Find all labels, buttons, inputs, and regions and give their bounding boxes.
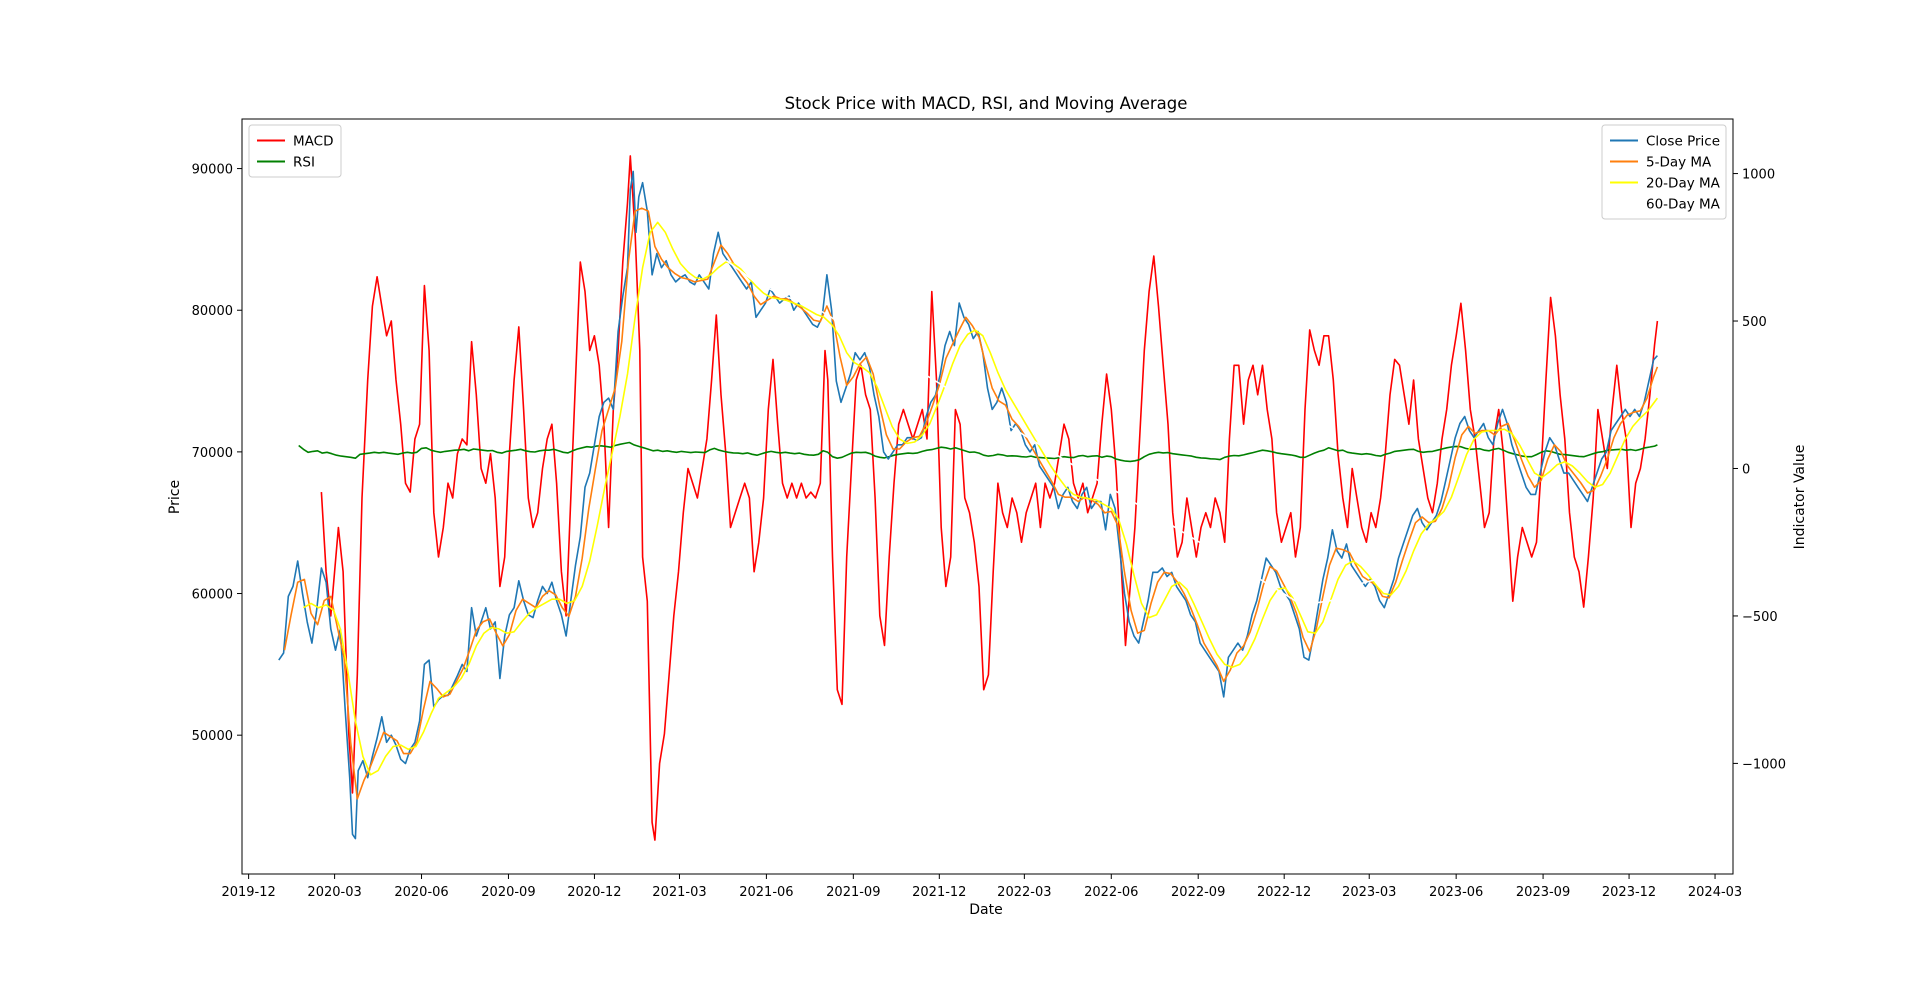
x-tick-label: 2024-03 — [1688, 885, 1742, 900]
y-axis-right: −1000 −500 0 500 1000 — [1733, 168, 1786, 772]
legend-label-60-day-ma: 60-Day MA — [1646, 197, 1721, 213]
series-line-macd — [320, 155, 1659, 841]
y-axis-left: 50000 60000 70000 80000 90000 — [192, 163, 242, 744]
legend-label-rsi: RSI — [293, 155, 315, 171]
y-right-tick-label: 1000 — [1742, 168, 1775, 183]
legend-label-close-price: Close Price — [1646, 134, 1720, 150]
x-tick-label: 2022-12 — [1257, 885, 1311, 900]
legend-left: MACD RSI — [248, 124, 342, 178]
x-tick-label: 2022-09 — [1171, 885, 1225, 900]
y-left-tick-label: 90000 — [192, 163, 233, 178]
y-left-tick-label: 60000 — [192, 588, 233, 603]
legend-right: Close Price 5-Day MA 20-Day MA 60-Day MA — [1601, 124, 1727, 220]
x-tick-label: 2020-09 — [481, 885, 535, 900]
plot-frame — [241, 118, 1734, 875]
x-tick-label: 2020-06 — [394, 885, 448, 900]
legend-label-5-day-ma: 5-Day MA — [1646, 155, 1712, 171]
x-tick-label: 2021-03 — [652, 885, 706, 900]
legend-label-20-day-ma: 20-Day MA — [1646, 176, 1721, 192]
x-tick-label: 2021-06 — [739, 885, 793, 900]
x-tick-label: 2023-12 — [1602, 885, 1656, 900]
series-line-20-day-ma — [303, 221, 1659, 776]
x-tick-label: 2021-12 — [912, 885, 966, 900]
x-tick-label: 2022-06 — [1084, 885, 1138, 900]
legend-label-macd: MACD — [293, 134, 333, 150]
x-tick-label: 2023-03 — [1342, 885, 1396, 900]
legend-box — [1601, 124, 1727, 220]
x-axis-label: Date — [969, 902, 1002, 918]
x-tick-label: 2020-03 — [307, 885, 361, 900]
y-left-tick-label: 70000 — [192, 446, 233, 461]
legend-box — [248, 124, 342, 178]
x-tick-label: 2019-12 — [221, 885, 275, 900]
x-tick-label: 2022-03 — [997, 885, 1051, 900]
series-line-60-day-ma — [726, 260, 1388, 606]
x-tick-label: 2023-06 — [1429, 885, 1483, 900]
y-left-tick-label: 80000 — [192, 304, 233, 319]
y-axis-right-label: Indicator Value — [1792, 445, 1808, 550]
series-line-rsi — [298, 441, 1658, 463]
chart-title: Stock Price with MACD, RSI, and Moving A… — [785, 94, 1188, 113]
y-right-tick-label: −500 — [1742, 610, 1778, 625]
y-right-tick-label: 0 — [1742, 462, 1750, 477]
y-right-tick-label: 500 — [1742, 315, 1767, 330]
y-axis-left-label: Price — [167, 480, 183, 514]
x-tick-label: 2021-09 — [826, 885, 880, 900]
x-tick-label: 2020-12 — [567, 885, 621, 900]
y-right-tick-label: −1000 — [1742, 757, 1786, 772]
plot-area — [278, 155, 1659, 841]
x-tick-label: 2023-09 — [1516, 885, 1570, 900]
x-axis: 2019-12 2020-03 2020-06 2020-09 2020-12 2021-… — [221, 874, 1742, 900]
y-left-tick-label: 50000 — [192, 729, 233, 744]
